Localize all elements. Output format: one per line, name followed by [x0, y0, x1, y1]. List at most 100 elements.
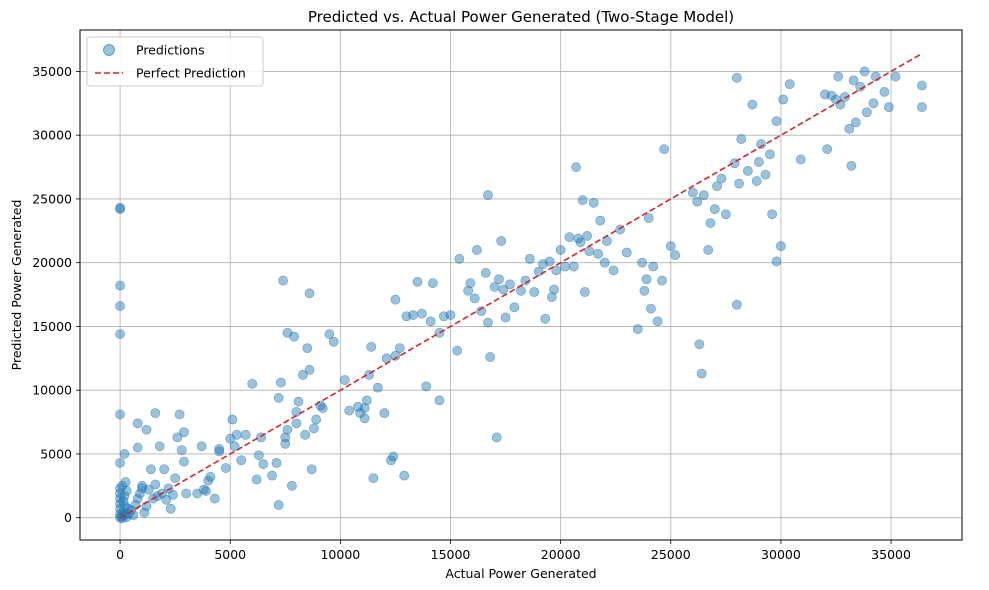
prediction-point [760, 169, 771, 180]
prediction-point [278, 275, 288, 286]
x-tick-label: 35000 [871, 547, 911, 562]
prediction-point [361, 395, 372, 406]
prediction-point [560, 261, 570, 272]
prediction-point [115, 280, 125, 291]
prediction-point [472, 245, 482, 255]
prediction-point [463, 285, 474, 296]
prediction-point [291, 418, 302, 429]
prediction-point [771, 256, 782, 267]
prediction-point [703, 245, 714, 255]
prediction-point [582, 231, 592, 241]
prediction-point [778, 94, 789, 105]
prediction-point [176, 445, 187, 456]
prediction-point [736, 134, 747, 144]
prediction-point [282, 424, 293, 435]
prediction-point [115, 202, 125, 213]
legend-marker-predictions [103, 44, 115, 56]
prediction-point [544, 256, 555, 267]
prediction-point [879, 86, 890, 97]
prediction-point [496, 236, 507, 246]
prediction-point [146, 464, 156, 475]
prediction-point [734, 178, 744, 189]
prediction-point [141, 424, 152, 435]
prediction-point [179, 427, 189, 438]
prediction-point [595, 215, 606, 226]
prediction-point [344, 405, 355, 416]
x-tick-label: 15000 [431, 547, 471, 562]
prediction-point [304, 288, 315, 299]
prediction-point [306, 464, 317, 475]
prediction-point [159, 464, 170, 475]
y-tick-label: 0 [64, 510, 72, 525]
y-tick-label: 5000 [40, 446, 72, 461]
prediction-point [564, 232, 575, 243]
prediction-point [670, 250, 681, 260]
prediction-point [280, 432, 291, 443]
legend-label-perfect-prediction: Perfect Prediction [136, 66, 246, 81]
prediction-point [822, 144, 833, 155]
x-tick-label: 20000 [541, 547, 581, 562]
prediction-point [489, 282, 500, 292]
prediction-point [571, 162, 581, 172]
prediction-point [648, 261, 659, 272]
prediction-point [161, 494, 172, 505]
y-tick-label: 25000 [32, 191, 72, 206]
prediction-point [271, 457, 282, 468]
prediction-point [608, 265, 619, 276]
x-tick-label: 5000 [214, 547, 246, 562]
prediction-point [425, 316, 436, 327]
y-tick-label: 35000 [32, 64, 72, 79]
prediction-point [546, 292, 557, 303]
prediction-point [120, 477, 131, 487]
prediction-point [168, 489, 178, 500]
prediction-point [115, 409, 125, 420]
prediction-point [709, 204, 720, 215]
prediction-point [454, 253, 465, 264]
perfect-prediction-line [119, 52, 923, 519]
prediction-point [309, 423, 319, 434]
x-tick-label: 25000 [651, 547, 691, 562]
prediction-point [317, 403, 328, 413]
prediction-point [509, 302, 520, 313]
prediction-point [427, 278, 438, 288]
prediction-point [115, 301, 125, 311]
prediction-point [687, 187, 698, 198]
prediction-point [540, 313, 551, 324]
prediction-point [119, 449, 130, 459]
prediction-point [253, 450, 264, 461]
prediction-point [304, 364, 315, 375]
prediction-point [452, 345, 463, 356]
prediction-point [692, 196, 703, 207]
prediction-point [231, 429, 242, 440]
prediction-point [883, 102, 894, 113]
prediction-point [579, 287, 590, 297]
legend-box [86, 36, 264, 87]
y-tick-label: 10000 [32, 383, 72, 398]
prediction-point [416, 308, 427, 319]
prediction-point [747, 99, 758, 110]
prediction-point [795, 154, 806, 165]
prediction-point [491, 432, 502, 443]
prediction-point [298, 369, 308, 380]
prediction-point [868, 98, 879, 109]
prediction-point [128, 510, 139, 521]
prediction-point [705, 218, 716, 229]
data-points [115, 66, 927, 524]
prediction-point [599, 257, 610, 268]
prediction-point [172, 432, 183, 443]
prediction-point [115, 329, 125, 339]
prediction-point [716, 173, 727, 184]
prediction-point [196, 441, 207, 452]
prediction-point [247, 378, 258, 389]
prediction-point [379, 408, 390, 419]
prediction-point [549, 284, 559, 295]
prediction-point [209, 493, 220, 504]
prediction-point [394, 343, 405, 354]
y-tick-label: 20000 [32, 255, 72, 270]
y-axis-label: Predicted Power Generated [9, 200, 24, 371]
prediction-point [359, 403, 370, 413]
prediction-point [890, 71, 901, 82]
prediction-point [771, 116, 782, 127]
prediction-point [311, 414, 322, 425]
